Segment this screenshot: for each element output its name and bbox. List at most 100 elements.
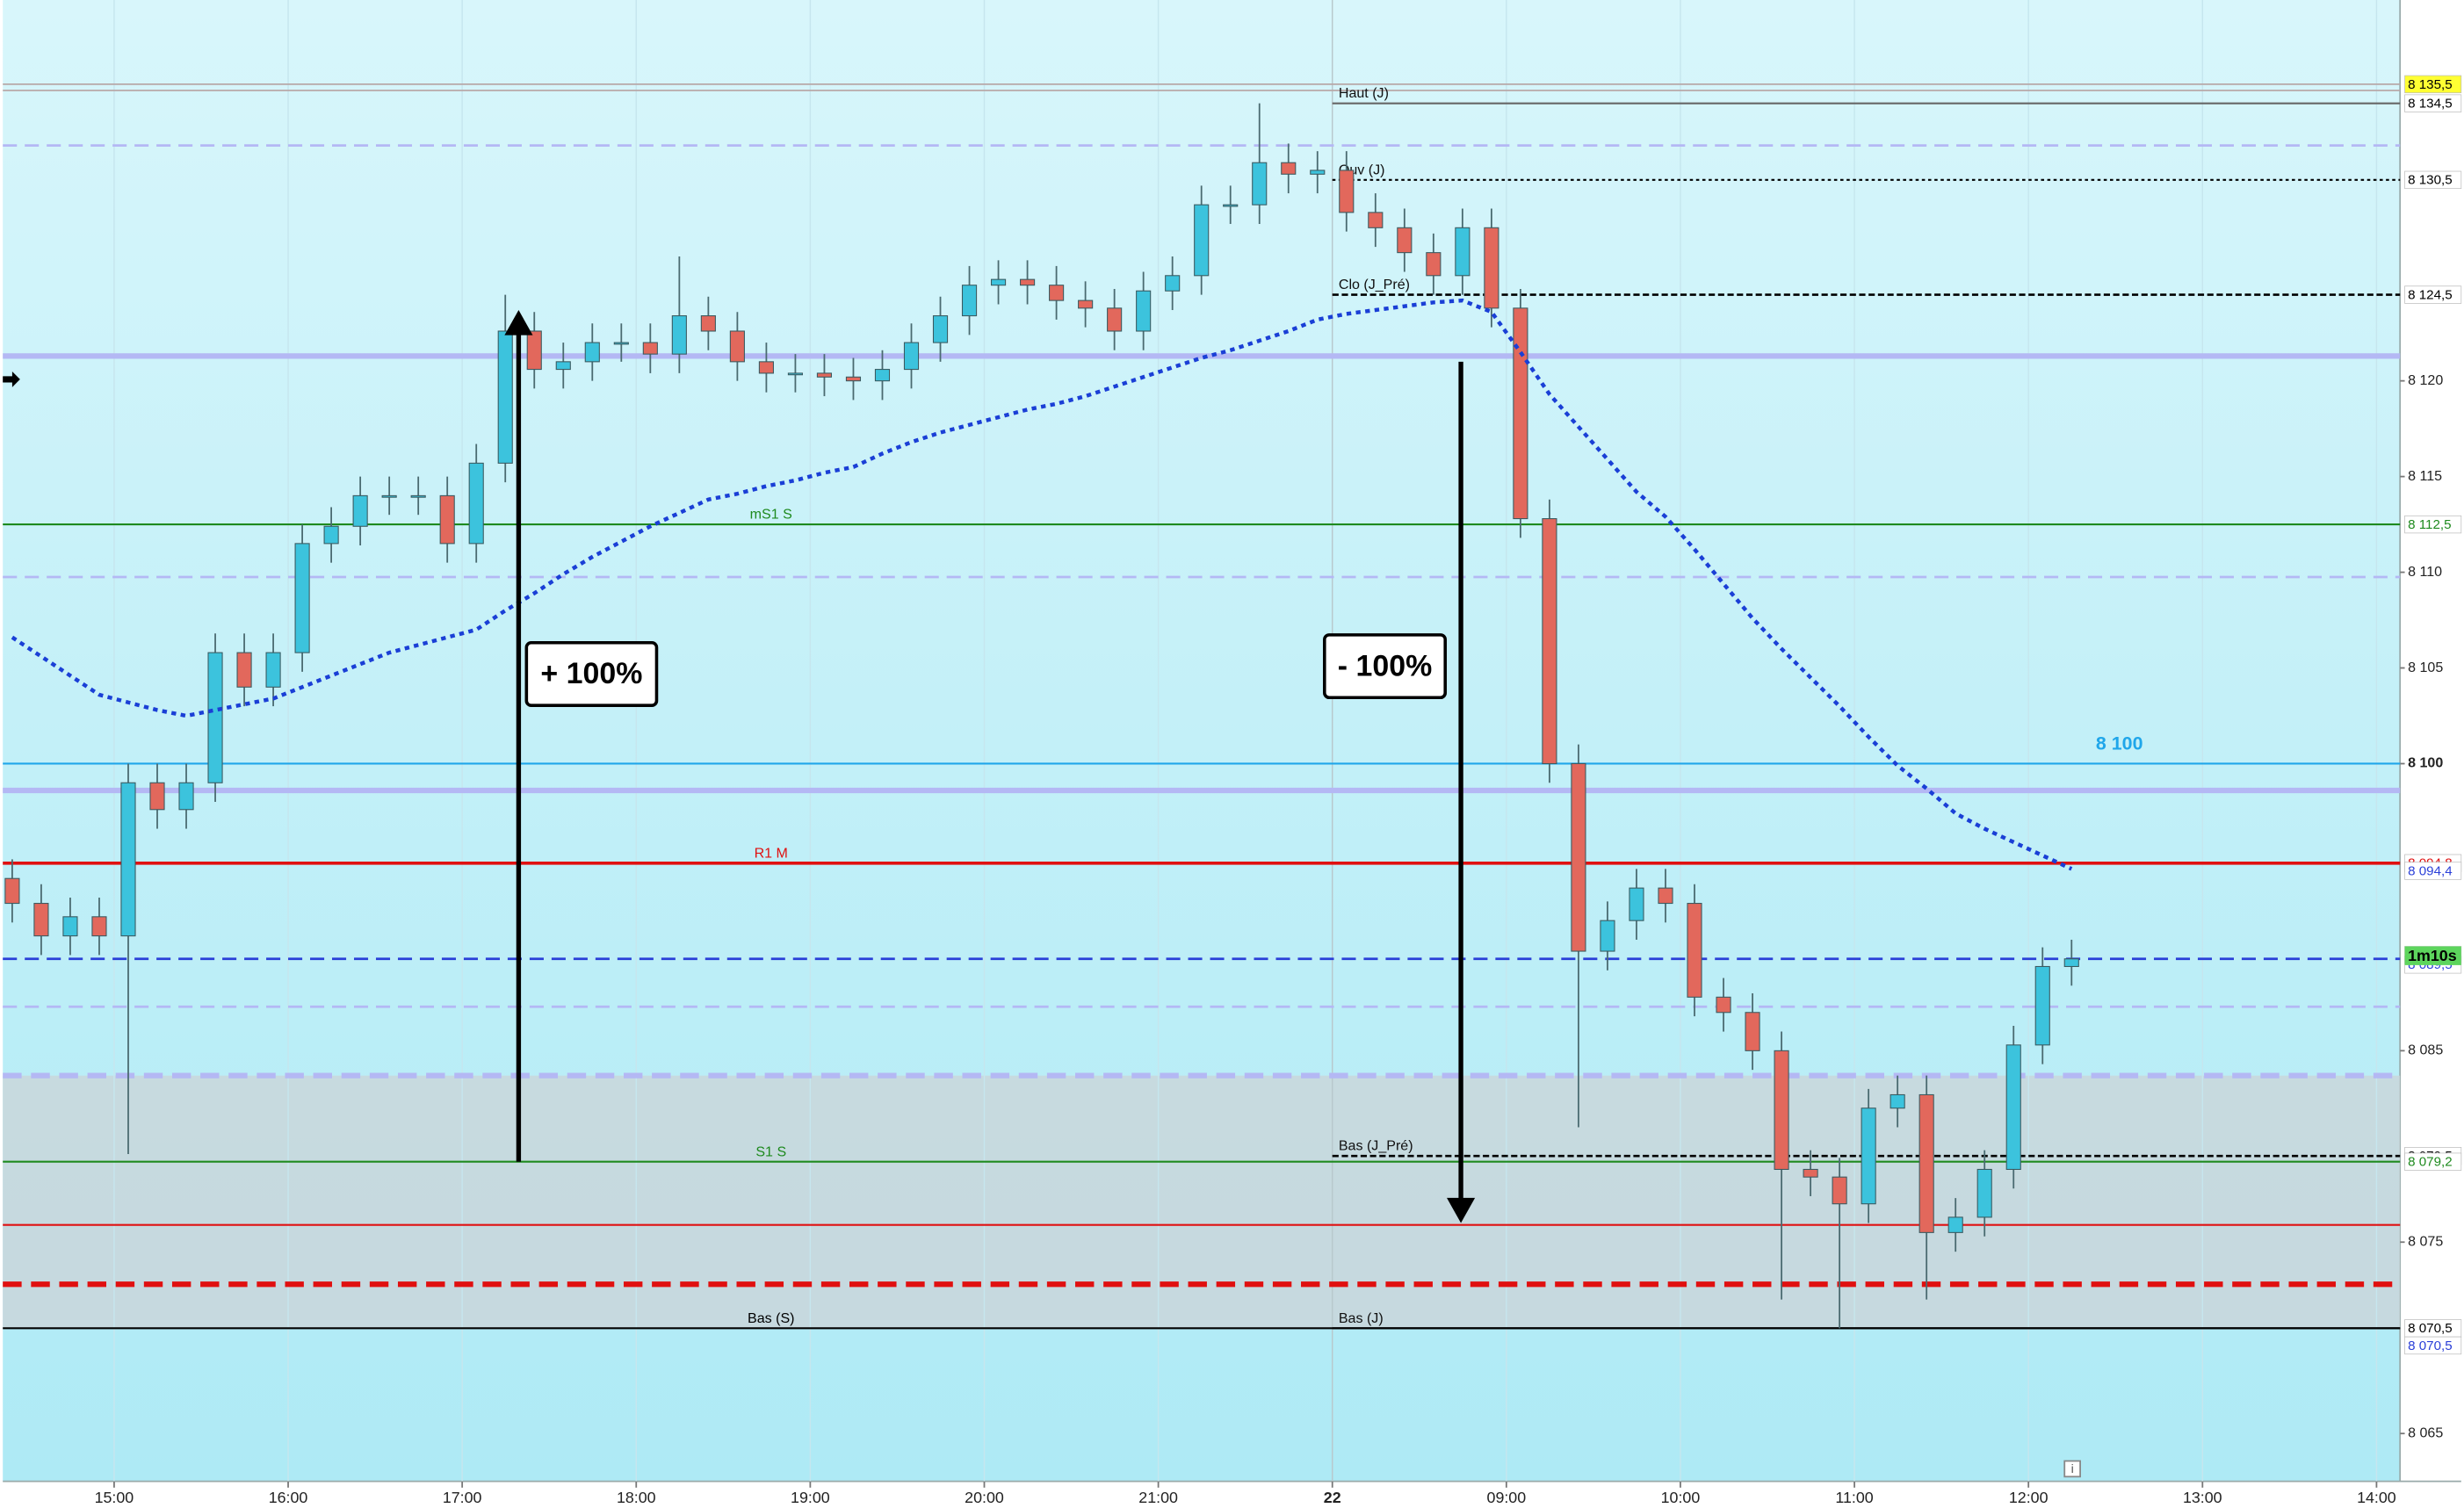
- candle-body: [729, 330, 745, 363]
- countdown: 1m10s: [2408, 947, 2457, 964]
- candle-body: [1397, 227, 1413, 254]
- candle-body: [584, 342, 600, 363]
- candle-body: [207, 652, 223, 783]
- x-tick-label: 16:00: [269, 1489, 308, 1506]
- x-tick-label: 13:00: [2183, 1489, 2222, 1506]
- candle-body: [1600, 920, 1615, 952]
- candle-body: [91, 916, 107, 937]
- price-tag: [2404, 170, 2462, 190]
- price-tag: [2404, 1336, 2462, 1355]
- candle-body: [1918, 1093, 1934, 1233]
- candle-body: [2063, 958, 2079, 968]
- level-label: Bas (S): [748, 1310, 795, 1326]
- candle-body: [990, 278, 1007, 286]
- candle-body: [1368, 212, 1384, 228]
- candle-body: [700, 315, 716, 332]
- y-tick-label: 8 110: [2408, 564, 2442, 580]
- x-tick-label: 15:00: [95, 1489, 134, 1506]
- candle-body: [961, 285, 978, 317]
- price-tag: [2404, 862, 2462, 880]
- moving-average: [11, 298, 2073, 871]
- candle-body: [323, 525, 339, 545]
- candle-body: [410, 494, 426, 498]
- x-tick-label: 22: [1324, 1489, 1341, 1506]
- x-tick-label: 09:00: [1487, 1489, 1527, 1506]
- candle-body: [787, 372, 803, 376]
- candle-body: [1020, 278, 1036, 286]
- candle-body: [1252, 162, 1268, 206]
- x-tick-label: 14:00: [2357, 1489, 2396, 1506]
- price-tag-label: 8 094,4: [2408, 863, 2453, 878]
- candle-body: [1339, 170, 1355, 213]
- x-tick-label: 12:00: [2009, 1489, 2049, 1506]
- candle-body: [1281, 162, 1297, 175]
- candle-body: [1947, 1216, 1963, 1233]
- info-icon[interactable]: i: [2063, 1460, 2081, 1478]
- arrow-label-box: [1323, 633, 1448, 700]
- price-axis: [2400, 0, 2461, 1482]
- candle-body: [1136, 290, 1152, 332]
- candle-body: [758, 361, 774, 374]
- level-label: Clo (J_Pré): [1339, 277, 1410, 292]
- candle-body: [1310, 170, 1326, 175]
- x-tick-label: 17:00: [443, 1489, 482, 1506]
- arrow-label-box: [524, 640, 659, 707]
- x-tick-label: 20:00: [965, 1489, 1004, 1506]
- candle-body: [2005, 1044, 2021, 1170]
- candle-body: [265, 652, 281, 688]
- arrow-head: [1447, 1197, 1476, 1223]
- candle-body: [1658, 887, 1673, 905]
- arrow-label: - 100%: [1338, 649, 1432, 682]
- level-label: Haut (J): [1339, 85, 1389, 101]
- candle-body: [1745, 1012, 1760, 1051]
- candle-body: [352, 494, 368, 527]
- candle-body: [1107, 307, 1123, 332]
- price-tag-label: 8 130,5: [2408, 173, 2453, 188]
- price-tag-label: 8 079,2: [2408, 1155, 2453, 1170]
- candle-body: [178, 782, 194, 811]
- price-tag-label: 8 124,5: [2408, 287, 2453, 302]
- price-tag: [2404, 285, 2462, 304]
- x-tick-label: 21:00: [1138, 1489, 1178, 1506]
- candle-body: [932, 315, 949, 343]
- x-tick-label: 18:00: [617, 1489, 656, 1506]
- y-tick-label: 8 085: [2408, 1043, 2443, 1058]
- candle-body: [1774, 1050, 1789, 1170]
- candle-body: [642, 342, 658, 355]
- candle-body: [526, 330, 542, 371]
- price-tag-label: 8 112,5: [2408, 517, 2451, 532]
- candle-body: [33, 903, 49, 937]
- candle-body: [62, 916, 78, 937]
- candle-body: [1629, 887, 1644, 921]
- candle-body: [497, 330, 513, 464]
- y-tick-label: 8 100: [2408, 755, 2443, 771]
- arrow-head: [504, 310, 533, 336]
- y-tick-label: 8 120: [2408, 372, 2443, 388]
- scroll-icon[interactable]: [3, 372, 20, 387]
- candle-body: [1194, 204, 1210, 277]
- candle-body: [149, 782, 165, 811]
- candle-body: [1861, 1108, 1876, 1205]
- price-tag: [2404, 94, 2462, 112]
- svg-text:i: i: [2071, 1462, 2074, 1476]
- candle-body: [555, 361, 571, 371]
- candle-body: [1223, 204, 1239, 207]
- level-label: mS1 S: [750, 507, 792, 523]
- candle-body: [1976, 1168, 1992, 1218]
- level-label: R1 M: [755, 845, 788, 861]
- candle-body: [671, 315, 687, 355]
- y-tick-label: 8 105: [2408, 660, 2443, 675]
- candle-body: [1513, 307, 1528, 520]
- level-label: 8 100: [2096, 733, 2143, 754]
- candle-body: [294, 543, 310, 653]
- level-label: Bas (J): [1339, 1310, 1384, 1326]
- price-tag-label: 8 070,5: [2408, 1338, 2453, 1353]
- candle-body: [874, 369, 891, 382]
- candle-body: [1571, 762, 1586, 952]
- y-tick-label: 8 115: [2408, 468, 2442, 484]
- candle-body: [236, 652, 252, 688]
- candle-body: [4, 877, 20, 905]
- candle-body: [468, 462, 484, 545]
